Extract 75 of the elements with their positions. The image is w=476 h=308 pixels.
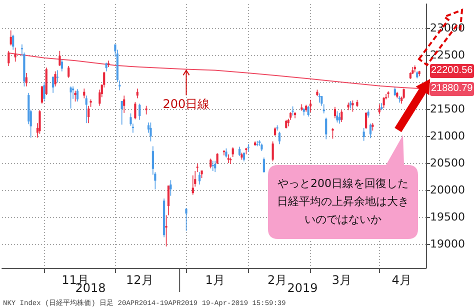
candlestick (185, 208, 188, 232)
candlestick (198, 172, 201, 185)
candlestick (365, 112, 368, 130)
candlestick (318, 93, 320, 103)
x-tick-label: 12月 (126, 273, 154, 287)
y-tick-label: 21000 (430, 130, 465, 142)
candlestick (378, 104, 380, 115)
candlestick (134, 102, 136, 120)
candlestick (232, 146, 234, 158)
y-tick-label: 20500 (430, 156, 465, 170)
candlestick (192, 174, 194, 196)
candlestick (38, 110, 41, 134)
candlestick (167, 185, 170, 216)
candlestick (74, 90, 76, 102)
y-tick-label: 21500 (430, 102, 465, 116)
line-series (8, 52, 420, 90)
candlestick (247, 144, 250, 152)
text: 22200.56 (431, 65, 473, 76)
candlestick (225, 148, 228, 158)
candlestick (332, 128, 334, 140)
candlestick (40, 85, 44, 104)
candlestick (336, 110, 338, 123)
candlestick (14, 47, 16, 62)
x-tick-label: 3月 (332, 273, 352, 287)
candlestick (340, 110, 343, 122)
candlestick (58, 50, 61, 66)
candlestick (123, 95, 126, 114)
candlestick (262, 157, 265, 174)
candlestick (382, 96, 385, 108)
candlestick (307, 105, 310, 118)
candlestick (278, 131, 281, 144)
candlestick (230, 157, 232, 164)
candlestick (52, 76, 54, 94)
candlestick (56, 70, 59, 84)
candlestick (272, 140, 274, 162)
candlestick (238, 146, 241, 156)
y-tick-label: 20000 (430, 183, 465, 196)
candlestick (210, 158, 212, 169)
candlestick (12, 34, 14, 50)
x-tick-label: 4月 (392, 273, 412, 287)
y-tick-label: 19500 (430, 210, 465, 224)
candlestick (338, 112, 340, 124)
candlestick (214, 160, 216, 172)
candlestick (402, 88, 405, 100)
candlestick (310, 100, 312, 113)
y-tick-label: 19000 (430, 237, 465, 250)
candlestick (10, 30, 12, 46)
annotation: 200日線 (162, 96, 210, 114)
candlestick (8, 50, 10, 66)
candlestick (170, 180, 172, 196)
candlestick (138, 103, 141, 120)
candlestick (352, 100, 354, 112)
candlestick (70, 86, 72, 109)
candlestick (369, 123, 372, 139)
candlestick (68, 66, 70, 78)
candlestick (85, 95, 88, 124)
candlestick (292, 106, 294, 116)
data-label: 21880.79 (430, 82, 474, 96)
candlestick (76, 88, 79, 102)
candlestick (334, 106, 336, 119)
candlestick (362, 128, 365, 142)
y-tick-label: 22500 (430, 48, 465, 62)
candlestick (165, 214, 168, 247)
candlestick (216, 152, 218, 164)
text: 2019 (287, 281, 318, 295)
x-tick-label: 2月 (267, 273, 288, 287)
annotation: やっと200日線を回復した日経平均の上昇余地は大きいのではないか (276, 176, 410, 228)
candlestick (325, 117, 328, 140)
candlestick (120, 100, 123, 126)
candlestick (398, 96, 400, 103)
x-tick-label: 1月 (205, 273, 225, 287)
candlestick (43, 82, 46, 102)
candlestick (60, 59, 63, 72)
candlestick (150, 122, 152, 142)
candlestick (54, 70, 56, 87)
